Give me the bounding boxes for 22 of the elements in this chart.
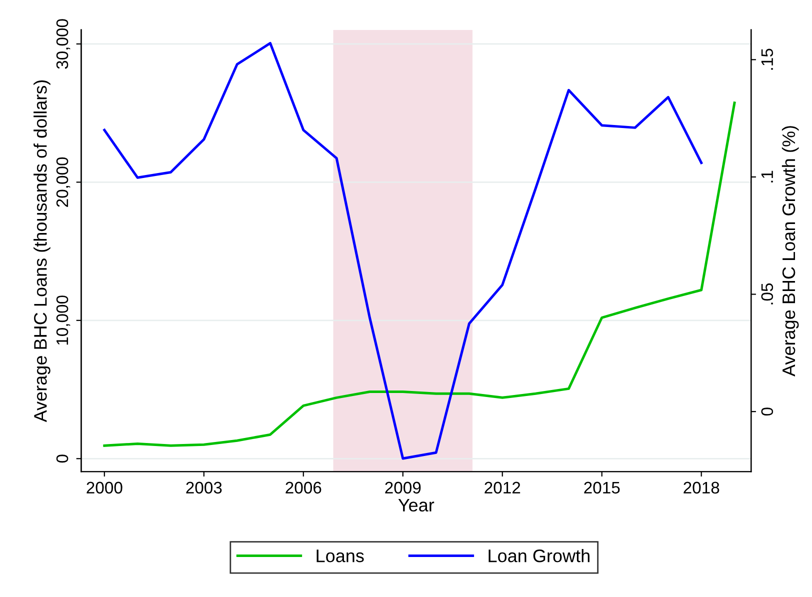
y2-tick-label: .1 [761, 170, 773, 182]
y-tick-label: 0 [56, 454, 68, 463]
x-tick-label: 2000 [86, 482, 122, 494]
y2-tick-label: .15 [761, 48, 774, 70]
x-tick-label: 2006 [286, 482, 322, 494]
x-tick-label: 2015 [584, 482, 620, 494]
legend-label: Loan Growth [488, 548, 590, 562]
y2-axis-title: Average BHC Loan Growth (%) [782, 126, 799, 376]
y2-tick-label: 0 [761, 408, 774, 416]
x-tick-label: 2009 [385, 482, 421, 494]
y-tick-label: 10,000 [56, 296, 70, 345]
y2-tick-label: .05 [761, 283, 774, 304]
line-series [103, 42, 703, 460]
x-tick-label: 2012 [484, 482, 520, 494]
legend-label: Loans [316, 550, 364, 562]
x-tick-label: 2018 [684, 482, 720, 494]
y-axis-title: Average BHC Loans (thousands of dollars) [34, 80, 50, 422]
line-series [103, 102, 736, 447]
x-tick-label: 2003 [186, 482, 222, 494]
x-axis-title: Year [398, 498, 434, 512]
y-tick-label: 20,000 [56, 157, 70, 207]
y-tick-label: 30,000 [56, 19, 70, 69]
